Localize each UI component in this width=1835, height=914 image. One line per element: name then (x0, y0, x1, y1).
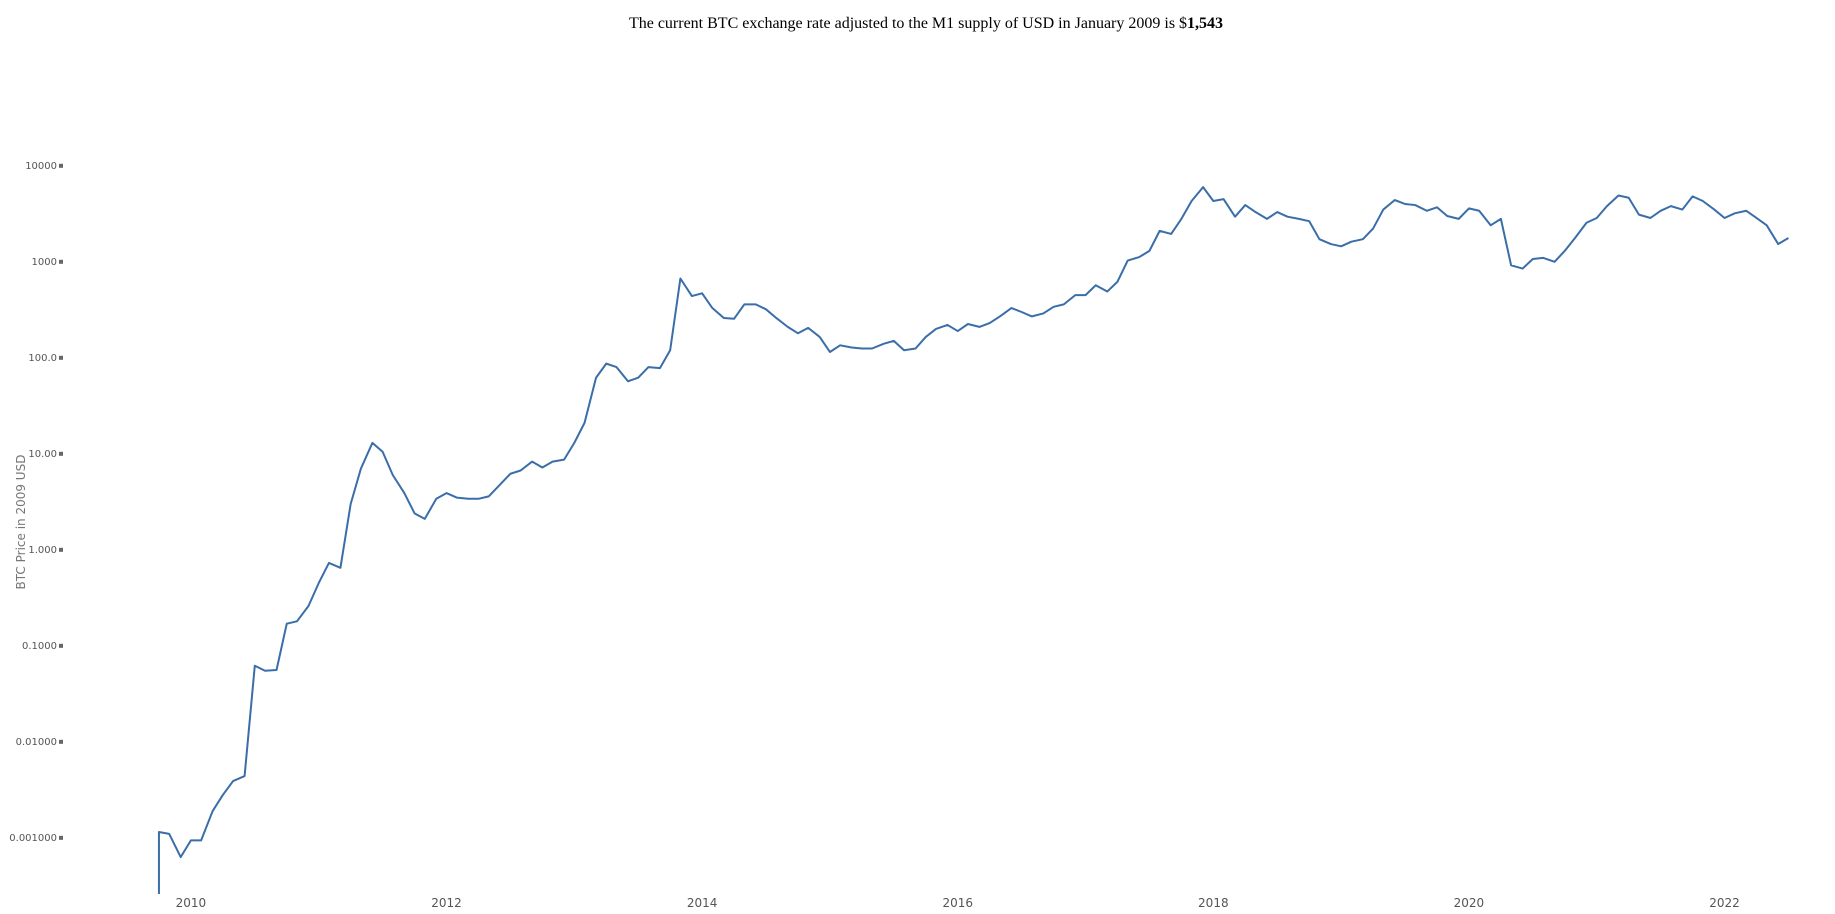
plot-area (157, 186, 1789, 894)
y-tick-label: 1000 (32, 257, 57, 268)
y-tick-mark (59, 739, 63, 744)
y-tick-label: 100.0 (28, 353, 57, 364)
x-tick-label: 2016 (942, 896, 973, 910)
price-line (157, 186, 1789, 894)
y-tick-label: 0.01000 (16, 737, 57, 748)
y-tick-mark (59, 259, 63, 264)
y-tick-label: 0.1000 (22, 641, 57, 652)
x-tick-label: 2010 (176, 896, 207, 910)
x-tick-label: 2014 (687, 896, 718, 910)
y-tick-label: 0.001000 (9, 833, 57, 844)
x-tick-label: 2020 (1454, 896, 1485, 910)
chart-title-group: The current BTC exchange rate adjusted t… (629, 15, 1223, 32)
y-tick-label: 10.00 (28, 449, 57, 460)
x-tick-label: 2018 (1198, 896, 1229, 910)
y-tick-label: 10000 (25, 161, 57, 172)
y-axis-label: BTC Price in 2009 USD (14, 455, 28, 590)
y-tick-mark (59, 643, 63, 648)
y-tick-label: 1.000 (28, 545, 57, 556)
y-tick-mark (59, 547, 63, 552)
x-tick-label: 2022 (1709, 896, 1740, 910)
chart-title: The current BTC exchange rate adjusted t… (629, 15, 1187, 32)
y-tick-mark (59, 163, 63, 168)
y-tick-mark (59, 355, 63, 360)
y-tick-mark (59, 835, 63, 840)
x-tick-label: 2012 (431, 896, 462, 910)
title-highlight: 1,543 (1187, 15, 1223, 32)
y-tick-mark (59, 451, 63, 456)
